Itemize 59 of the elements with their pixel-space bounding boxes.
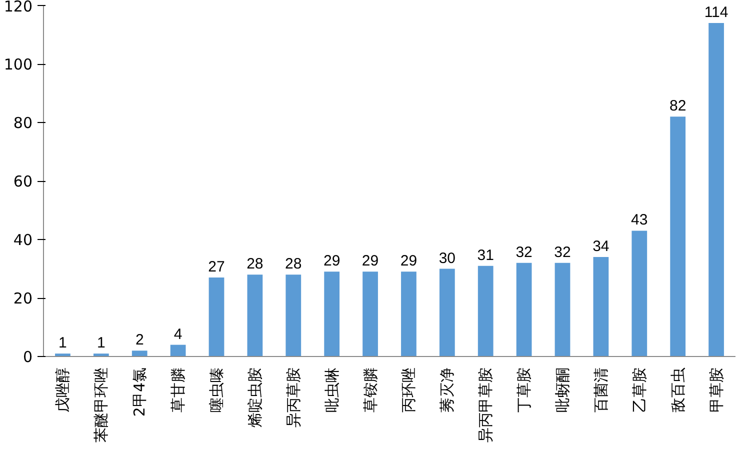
data-label: 28 bbox=[246, 256, 264, 273]
bar bbox=[247, 274, 263, 356]
data-label: 1 bbox=[58, 334, 67, 352]
data-label: 29 bbox=[362, 252, 379, 270]
y-tick-label: 20 bbox=[13, 290, 33, 308]
y-tick-label: 60 bbox=[13, 172, 33, 190]
bar bbox=[593, 257, 609, 356]
bar bbox=[632, 230, 648, 356]
data-label: 30 bbox=[438, 250, 456, 267]
x-tick-label: 百菌清 bbox=[592, 368, 610, 412]
bar bbox=[362, 272, 378, 356]
data-label: 1 bbox=[96, 334, 106, 352]
x-tick-label: 丁草胺 bbox=[515, 368, 534, 412]
x-tick-label: 苯醚甲环唑 bbox=[92, 368, 110, 442]
y-tick-label: 120 bbox=[4, 0, 33, 16]
bar bbox=[170, 344, 186, 356]
x-tick-label: 噻虫嗪 bbox=[208, 368, 226, 412]
x-tick-label: 异丙甲草胺 bbox=[476, 368, 495, 442]
y-tick-label: 100 bbox=[4, 56, 33, 74]
bar bbox=[478, 266, 494, 356]
bar bbox=[132, 350, 148, 356]
bar bbox=[554, 262, 570, 356]
data-label: 32 bbox=[516, 244, 532, 261]
bar bbox=[439, 268, 455, 356]
x-tick-label: 烯啶虫胺 bbox=[246, 368, 264, 428]
y-tick-label: 40 bbox=[13, 231, 33, 249]
bar bbox=[708, 23, 724, 356]
data-label: 82 bbox=[669, 98, 686, 115]
data-label: 43 bbox=[631, 212, 648, 229]
x-tick-label: 乙草胺 bbox=[630, 368, 648, 412]
data-label: 28 bbox=[285, 256, 302, 273]
y-tick-label: 0 bbox=[22, 348, 33, 366]
data-label: 29 bbox=[400, 252, 418, 270]
x-tick-label: 吡虫啉 bbox=[322, 368, 341, 412]
bar bbox=[286, 274, 302, 356]
data-label: 31 bbox=[477, 246, 494, 264]
data-label: 4 bbox=[174, 326, 182, 343]
data-label: 29 bbox=[323, 252, 340, 270]
data-label: 32 bbox=[554, 244, 571, 261]
bar bbox=[401, 272, 416, 356]
x-tick-label: 莠灭净 bbox=[438, 368, 456, 412]
data-label: 34 bbox=[592, 238, 610, 256]
y-tick-label: 80 bbox=[13, 114, 33, 132]
data-label: 27 bbox=[208, 258, 225, 276]
x-tick-label: 敌百虫 bbox=[668, 368, 687, 412]
x-tick-label: 2甲4氯 bbox=[130, 367, 149, 417]
bar bbox=[208, 278, 224, 356]
x-tick-label: 吡蚜酮 bbox=[554, 368, 572, 412]
bar bbox=[516, 262, 532, 356]
x-tick-label: 甲草胺 bbox=[707, 368, 726, 412]
x-tick-label: 草甘膦 bbox=[169, 368, 188, 412]
x-tick-label: 草铵膦 bbox=[361, 368, 380, 412]
bar bbox=[670, 116, 686, 356]
x-tick-label: 异丙草胺 bbox=[284, 368, 302, 428]
x-tick-label: 戊唑醇 bbox=[54, 368, 72, 412]
x-tick-label: 丙环唑 bbox=[400, 368, 418, 412]
data-label: 114 bbox=[704, 4, 728, 22]
bar bbox=[324, 272, 340, 356]
data-label: 2 bbox=[135, 332, 144, 349]
